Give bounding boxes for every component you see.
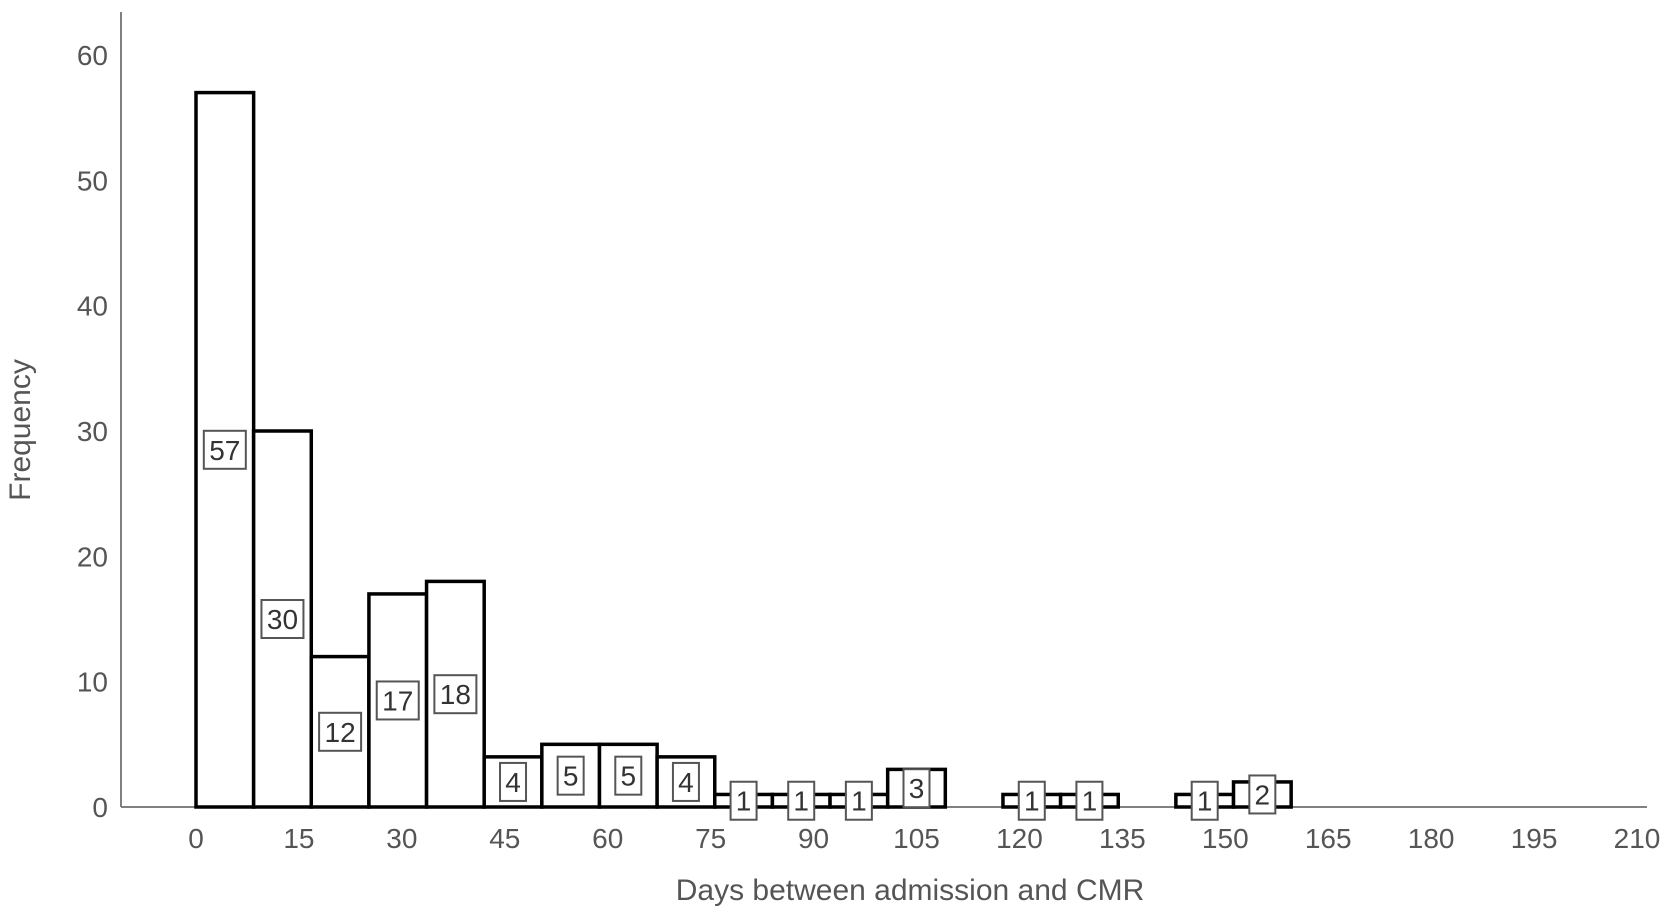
data-label-box [1190,780,1219,821]
y-axis: 0 10 20 30 40 50 60 [77,12,122,823]
x-tick-label: 210 [1614,823,1661,854]
y-tick-label: 30 [77,416,108,447]
data-label-box [375,680,420,721]
data-label: 4 [499,761,528,802]
x-tick-label: 30 [386,823,417,854]
x-tick-label: 135 [1099,823,1146,854]
data-label: 57 [202,429,247,470]
data-label: 1 [844,780,873,821]
data-label-text: 1 [851,786,867,817]
x-tick-label: 165 [1305,823,1352,854]
data-label-text: 4 [505,767,521,798]
y-tick-label: 40 [77,291,108,322]
data-label: 12 [318,711,363,752]
y-tick-label: 10 [77,667,108,698]
x-tick-label: 60 [592,823,623,854]
data-label-box [729,780,758,821]
data-label-text: 1 [1024,786,1040,817]
data-label-box [556,755,585,796]
x-tick-label: 15 [283,823,314,854]
data-label-box [902,768,931,809]
x-tick-label: 0 [188,823,204,854]
data-label: 3 [902,768,931,809]
data-label-box [260,599,305,639]
data-label: 4 [671,761,700,802]
data-label: 1 [1075,780,1104,821]
data-label: 1 [1190,780,1219,821]
data-label-text: 1 [736,786,752,817]
data-label: 17 [375,680,420,721]
data-label: 1 [729,780,758,821]
y-tick-label: 50 [77,165,108,196]
data-label: 2 [1248,774,1277,815]
x-tick-label: 180 [1408,823,1455,854]
data-label-box [844,780,873,821]
x-tick-label: 90 [798,823,829,854]
data-label-text: 4 [678,767,694,798]
data-label-box [1075,780,1104,821]
bars [194,90,1293,809]
data-label: 18 [433,674,478,715]
data-label-text: 17 [382,685,413,716]
data-label-text: 1 [793,786,809,817]
data-label-text: 2 [1255,779,1271,810]
data-label-text: 30 [267,604,298,635]
data-label-text: 1 [1197,786,1213,817]
data-label-box [202,429,247,470]
y-tick-label: 60 [77,40,108,71]
data-label: 5 [614,755,643,796]
y-tick-label: 20 [77,541,108,572]
data-label: 1 [787,780,816,821]
x-tick-label: 75 [695,823,726,854]
x-tick-label: 120 [996,823,1043,854]
data-label-text: 12 [325,717,356,748]
data-label: 30 [260,599,305,639]
data-label-box [787,780,816,821]
x-tick-label: 45 [489,823,520,854]
y-tick-label: 0 [92,792,108,823]
data-label-box [1248,774,1277,815]
x-axis-title: Days between admission and CMR [676,874,1145,907]
data-label-text: 57 [209,435,240,466]
data-label-text: 18 [440,679,471,710]
data-label-text: 5 [563,761,579,792]
data-label-box [614,755,643,796]
x-tick-label: 150 [1202,823,1249,854]
x-tick-label: 195 [1511,823,1558,854]
data-label-box [671,761,700,802]
data-label-text: 5 [621,761,637,792]
data-label: 1 [1017,780,1046,821]
x-tick-label: 105 [893,823,940,854]
data-label: 5 [556,755,585,796]
data-label-box [433,674,478,715]
data-label-box [318,711,363,752]
x-axis: 0 15 30 45 60 75 90 105 120 135 150 165 180 195 210 [121,806,1661,854]
data-label-box [1017,780,1046,821]
data-label-text: 1 [1082,786,1098,817]
y-axis-title: Frequency [4,359,37,501]
data-label-box [499,761,528,802]
data-label-text: 3 [909,773,925,804]
